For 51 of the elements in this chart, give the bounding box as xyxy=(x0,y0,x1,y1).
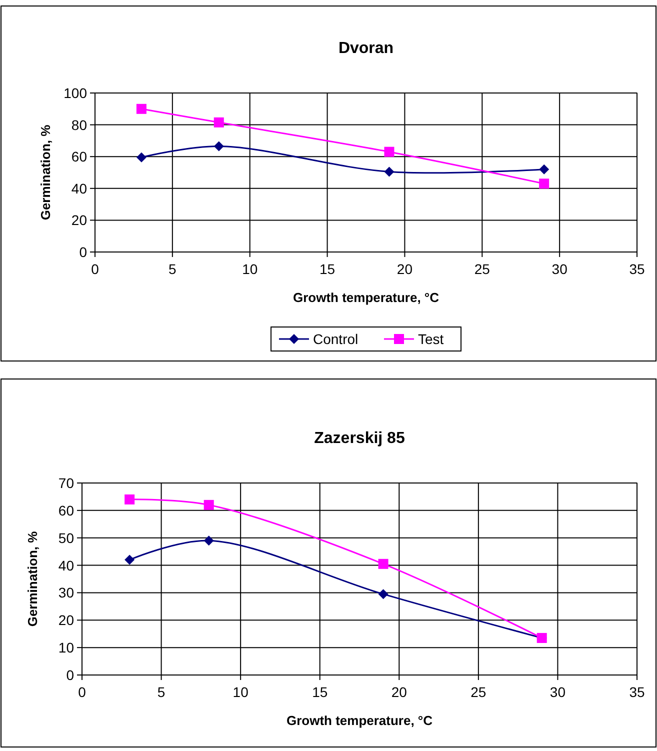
y-tick-label: 80 xyxy=(71,116,88,133)
x-tick-label: 30 xyxy=(552,261,568,277)
point xyxy=(539,164,550,174)
x-axis-title: Growth temperature, °C xyxy=(292,290,440,305)
x-tick-label: 25 xyxy=(470,684,486,700)
chart-title: Zazerskij 85 xyxy=(314,430,405,447)
point xyxy=(539,178,550,189)
y-axis-title: Germination, % xyxy=(25,530,40,627)
x-tick-label: 15 xyxy=(319,261,336,277)
x-tick-label: 15 xyxy=(312,684,328,700)
x-tick-label: 20 xyxy=(391,684,408,700)
y-tick-label: 20 xyxy=(71,212,88,228)
y-tick-label: 100 xyxy=(64,85,88,101)
y-tick-label: 0 xyxy=(66,667,74,683)
x-tick-label: 10 xyxy=(232,684,249,700)
chart-title: Dvoran xyxy=(338,40,394,57)
x-tick-label: 5 xyxy=(168,261,177,277)
point xyxy=(124,494,135,504)
y-axis-title: Germination, % xyxy=(38,124,53,220)
point xyxy=(204,536,214,546)
point xyxy=(384,166,394,177)
y-tick-label: 10 xyxy=(58,640,74,656)
y-tick-label: 70 xyxy=(58,475,74,491)
point xyxy=(214,141,224,152)
point xyxy=(204,500,214,510)
y-tick-label: 60 xyxy=(58,502,74,518)
x-axis-title: Growth temperature, °C xyxy=(286,713,434,728)
x-tick-label: 10 xyxy=(242,261,258,277)
y-tick-label: 60 xyxy=(71,148,88,165)
point xyxy=(378,558,388,569)
x-tick-label: 35 xyxy=(629,684,645,700)
point xyxy=(124,554,135,565)
y-tick-label: 20 xyxy=(58,612,74,628)
x-tick-label: 30 xyxy=(550,684,566,700)
y-tick-label: 40 xyxy=(71,180,88,196)
x-tick-label: 5 xyxy=(157,684,166,700)
y-tick-label: 0 xyxy=(79,244,88,260)
x-tick-label: 0 xyxy=(91,261,100,277)
point xyxy=(136,104,146,114)
y-tick-label: 50 xyxy=(58,530,74,546)
y-tick-label: 30 xyxy=(58,584,74,601)
y-tick-label: 40 xyxy=(58,557,74,574)
legend-label: Control xyxy=(313,331,358,347)
x-tick-label: 20 xyxy=(396,261,413,277)
x-tick-label: 35 xyxy=(629,261,645,277)
point xyxy=(136,152,146,162)
legend-label: Test xyxy=(418,331,444,347)
x-tick-label: 25 xyxy=(474,261,490,277)
point xyxy=(214,117,224,128)
point xyxy=(378,589,388,600)
point xyxy=(384,146,394,157)
